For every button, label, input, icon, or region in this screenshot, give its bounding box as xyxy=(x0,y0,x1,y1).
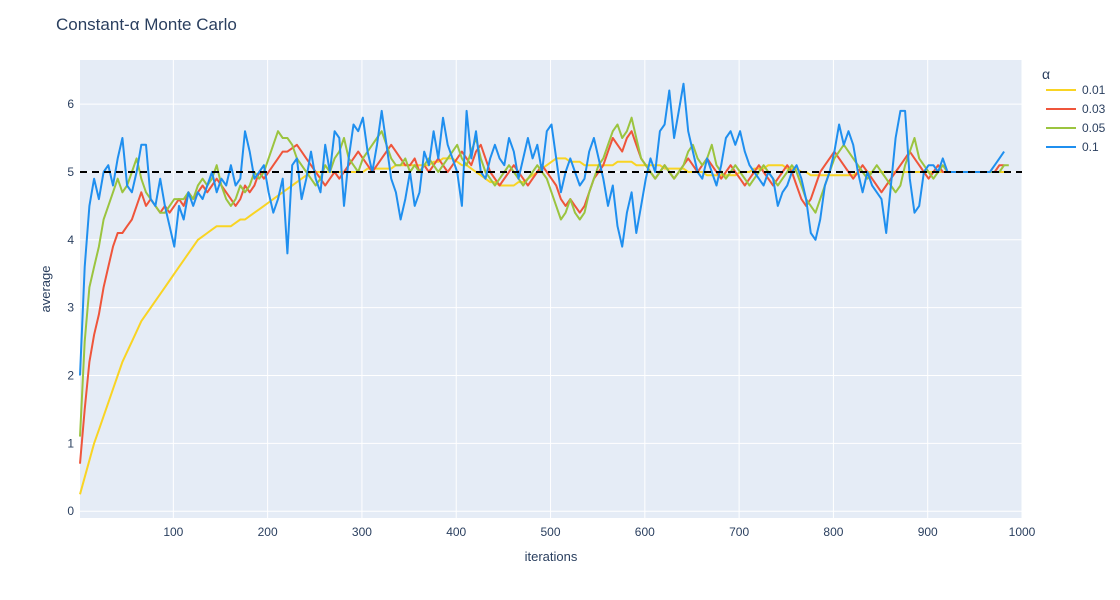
y-tick-label: 2 xyxy=(67,369,74,383)
legend-label-0.03: 0.03 xyxy=(1082,102,1106,116)
x-tick-label: 100 xyxy=(163,525,183,539)
x-tick-label: 900 xyxy=(918,525,938,539)
y-tick-label: 1 xyxy=(67,436,74,450)
x-tick-label: 1000 xyxy=(1009,525,1036,539)
legend-label-0.05: 0.05 xyxy=(1082,121,1106,135)
y-tick-label: 6 xyxy=(67,97,74,111)
x-tick-label: 700 xyxy=(729,525,749,539)
y-tick-label: 3 xyxy=(67,301,74,315)
y-tick-label: 5 xyxy=(67,165,74,179)
legend: α 0.01 0.03 0.05 0.1 xyxy=(1042,66,1106,154)
y-axis-label: average xyxy=(38,266,53,313)
legend-title: α xyxy=(1042,66,1050,82)
legend-label-0.01: 0.01 xyxy=(1082,83,1106,97)
x-tick-label: 500 xyxy=(541,525,561,539)
legend-label-0.1: 0.1 xyxy=(1082,140,1099,154)
x-tick-label: 200 xyxy=(258,525,278,539)
series-line-0.05 xyxy=(79,116,1009,437)
y-axis-ticks: 0 1 2 3 4 5 6 xyxy=(67,97,74,518)
x-axis-label: iterations xyxy=(525,549,578,564)
x-tick-label: 400 xyxy=(446,525,466,539)
y-tick-label: 4 xyxy=(67,233,74,247)
x-tick-label: 800 xyxy=(823,525,843,539)
y-tick-label: 0 xyxy=(67,504,74,518)
chart-title: Constant-α Monte Carlo xyxy=(56,15,237,34)
x-tick-label: 300 xyxy=(352,525,372,539)
x-axis-ticks: 100 200 300 400 500 600 700 800 900 1000 xyxy=(163,525,1035,539)
x-tick-label: 600 xyxy=(635,525,655,539)
